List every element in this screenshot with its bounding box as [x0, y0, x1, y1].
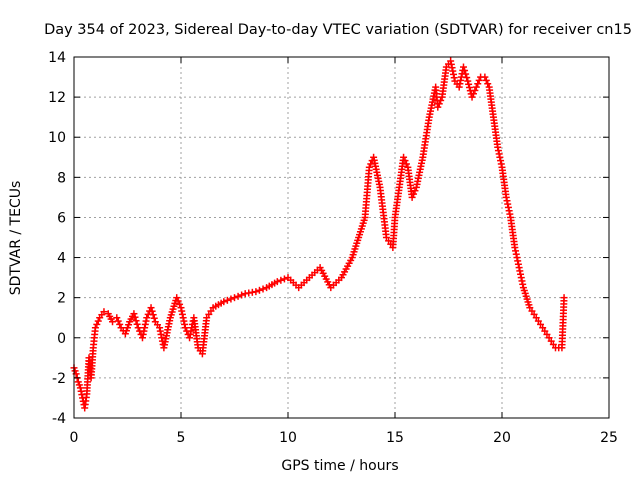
data-point-fill: [465, 83, 473, 91]
data-point-fill: [280, 275, 288, 283]
data-point-fill: [176, 300, 184, 308]
data-point-fill: [435, 100, 443, 108]
data-point: [408, 193, 416, 201]
data-point-fill: [469, 90, 477, 98]
data-point: [472, 83, 480, 91]
y-tick-label: 8: [57, 170, 66, 186]
data-point: [273, 278, 281, 286]
data-point: [134, 324, 142, 332]
data-point-fill: [461, 67, 469, 75]
data-point: [400, 153, 408, 161]
data-point-fill: [234, 292, 242, 300]
data-point: [143, 314, 151, 322]
data-point: [181, 324, 189, 332]
data-point-fill: [259, 285, 267, 293]
data-point: [481, 73, 489, 81]
data-point: [173, 294, 181, 302]
data-point-fill: [238, 291, 246, 299]
data-point-fill: [462, 70, 470, 78]
data-point-fill: [227, 295, 235, 303]
data-point-fill: [174, 297, 182, 305]
y-axis-label: SDTVAR / TECUs: [8, 181, 24, 296]
data-point: [468, 93, 476, 101]
data-point-fill: [94, 317, 102, 325]
data-point-fill: [471, 86, 479, 94]
data-point-fill: [93, 320, 101, 328]
data-point-fill: [255, 286, 263, 294]
data-point: [464, 77, 472, 85]
data-point-fill: [131, 313, 139, 321]
x-axis-label: GPS time / hours: [281, 458, 398, 474]
data-point-fill: [132, 317, 140, 325]
data-point-fill: [463, 74, 471, 82]
y-tick-label: 12: [48, 90, 66, 106]
y-tick-label: -2: [52, 371, 66, 387]
data-point-fill: [402, 160, 410, 168]
data-point: [252, 288, 260, 296]
data-point: [231, 294, 238, 302]
data-point: [147, 304, 155, 312]
data-point-fill: [149, 311, 157, 319]
data-point-fill: [437, 96, 445, 104]
x-tick-label: 5: [177, 430, 186, 446]
data-point-fill: [475, 76, 483, 84]
data-point-fill: [133, 320, 141, 328]
data-point: [113, 314, 121, 322]
data-point-fill: [401, 157, 409, 165]
data-point-fill: [482, 76, 490, 84]
plot-frame: [73, 56, 610, 419]
x-tick-label: 10: [279, 430, 297, 446]
x-tick-label: 20: [493, 430, 511, 446]
data-point-fill: [114, 317, 122, 325]
data-point-fill: [411, 187, 419, 195]
y-tick-label: -4: [52, 411, 66, 427]
chart-title: Day 354 of 2023, Sidereal Day-to-day VTE…: [44, 22, 632, 38]
data-point: [130, 310, 138, 318]
data-point: [434, 103, 442, 111]
x-tick-label: 15: [386, 430, 404, 446]
data-point-fill: [484, 80, 492, 88]
data-points: [70, 57, 568, 412]
y-tick-label: 14: [48, 50, 66, 66]
data-point: [560, 294, 568, 302]
data-point-fill: [410, 190, 418, 198]
data-point: [91, 324, 99, 332]
y-tick-label: 10: [48, 130, 66, 146]
y-tick-label: 4: [57, 251, 66, 267]
data-point-fill: [223, 296, 231, 304]
data-point-fill: [465, 80, 473, 88]
data-point-fill: [116, 320, 124, 328]
data-point-fill: [474, 80, 482, 88]
data-point: [459, 63, 467, 71]
data-point: [365, 163, 373, 171]
data-point-fill: [148, 307, 156, 315]
y-tick-label: 0: [57, 331, 66, 347]
x-tick-label: 25: [600, 430, 618, 446]
y-tick-label: 2: [57, 291, 66, 307]
axis-ticks: 0 5 10 15 20 25 -4 -2 0 2 4 6 8 10 12 14: [48, 50, 618, 446]
y-tick-label: 6: [57, 210, 66, 226]
data-point-fill: [150, 314, 158, 322]
x-tick-label: 0: [70, 430, 79, 446]
data-point-fill: [277, 276, 285, 284]
data-point: [100, 308, 108, 316]
data-point: [220, 298, 228, 306]
